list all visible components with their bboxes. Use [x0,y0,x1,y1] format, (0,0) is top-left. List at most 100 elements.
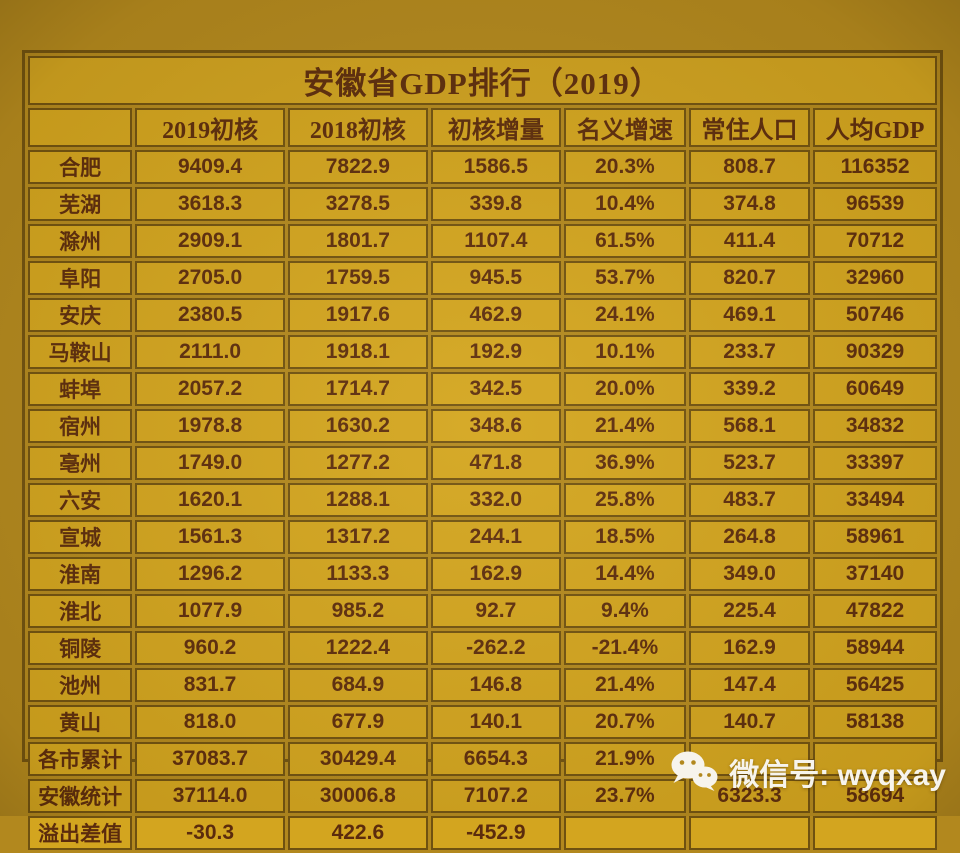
table-row: 各市累计 37083.7 30429.4 6654.3 21.9% [28,742,937,776]
table-cell: 677.9 [287,705,428,739]
table-cell: 1288.1 [287,483,428,517]
table-cell: 53.7% [563,261,686,295]
table-cell: 332.0 [430,483,561,517]
table-cell: 1077.9 [135,594,285,628]
table-cell: 18.5% [563,520,686,554]
table-cell: 471.8 [430,446,561,480]
table-cell [813,742,937,776]
table-cell: 25.8% [563,483,686,517]
column-header-2019: 2019初核 [135,108,285,147]
table-row: 六安 1620.1 1288.1 332.0 25.8% 483.7 33494 [28,483,937,517]
table-cell: 820.7 [688,261,811,295]
table-cell [813,816,937,850]
table-cell: 1801.7 [287,224,428,258]
table-cell: 3618.3 [135,187,285,221]
table-cell: 1620.1 [135,483,285,517]
table-cell: 422.6 [287,816,428,850]
table-cell: 1917.6 [287,298,428,332]
table-cell: 10.1% [563,335,686,369]
table-cell: 23.7% [563,779,686,813]
table-cell: 芜湖 [28,187,133,221]
column-header-population: 常住人口 [688,108,811,147]
table-cell: 21.4% [563,409,686,443]
table-cell: 2909.1 [135,224,285,258]
table-cell: 523.7 [688,446,811,480]
table-cell: 34832 [813,409,937,443]
column-header-2018: 2018初核 [287,108,428,147]
table-cell: 36.9% [563,446,686,480]
table-row: 马鞍山 2111.0 1918.1 192.9 10.1% 233.7 90329 [28,335,937,369]
table-cell: 342.5 [430,372,561,406]
table-cell: 9409.4 [135,150,285,184]
table-cell: 92.7 [430,594,561,628]
table-cell: 47822 [813,594,937,628]
table-cell: 32960 [813,261,937,295]
table-cell: 33397 [813,446,937,480]
wechat-icon [671,751,718,791]
table-cell: 808.7 [688,150,811,184]
table-cell: 960.2 [135,631,285,665]
table-cell: 58138 [813,705,937,739]
column-header-growth: 名义增速 [563,108,686,147]
table-cell: 21.9% [563,742,686,776]
table-cell: 411.4 [688,224,811,258]
table-cell: 淮北 [28,594,133,628]
table-cell [563,816,686,850]
table-cell: 1107.4 [430,224,561,258]
column-header-percapita: 人均GDP [813,108,937,147]
table-cell: 2111.0 [135,335,285,369]
table-cell: 568.1 [688,409,811,443]
table-cell: 1317.2 [287,520,428,554]
table-cell: 1296.2 [135,557,285,591]
table-cell: 1978.8 [135,409,285,443]
watermark-label: 微信号: wyqxay [729,759,946,792]
table-cell: 192.9 [430,335,561,369]
table-cell: 宿州 [28,409,133,443]
table-cell: 58944 [813,631,937,665]
table-cell: 1561.3 [135,520,285,554]
table-cell: 7107.2 [430,779,561,813]
table-cell: 合肥 [28,150,133,184]
table-row: 宿州 1978.8 1630.2 348.6 21.4% 568.1 34832 [28,409,937,443]
table-row: 蚌埠 2057.2 1714.7 342.5 20.0% 339.2 60649 [28,372,937,406]
table-cell: 池州 [28,668,133,702]
table-cell: 安徽统计 [28,779,133,813]
table-cell: 各市累计 [28,742,133,776]
table-row: 黄山 818.0 677.9 140.1 20.7% 140.7 58138 [28,705,937,739]
table-cell: 985.2 [287,594,428,628]
table-cell: 483.7 [688,483,811,517]
table-cell: 24.1% [563,298,686,332]
table-cell: 1630.2 [287,409,428,443]
table-row: 滁州 2909.1 1801.7 1107.4 61.5% 411.4 70712 [28,224,937,258]
table-cell: 469.1 [688,298,811,332]
table-cell: 安庆 [28,298,133,332]
table-cell: 2057.2 [135,372,285,406]
table-cell: -21.4% [563,631,686,665]
table-cell: 20.7% [563,705,686,739]
table-cell: 818.0 [135,705,285,739]
table-cell: 亳州 [28,446,133,480]
table-cell: 7822.9 [287,150,428,184]
table-cell: 225.4 [688,594,811,628]
table-cell: 264.8 [688,520,811,554]
table-cell: 1277.2 [287,446,428,480]
column-header-delta: 初核增量 [430,108,561,147]
table-cell: 2380.5 [135,298,285,332]
table-cell: 1714.7 [287,372,428,406]
table-cell: 945.5 [430,261,561,295]
table-cell: 684.9 [287,668,428,702]
table-cell: 10.4% [563,187,686,221]
table-cell: 56425 [813,668,937,702]
table-cell: 348.6 [430,409,561,443]
table-cell [688,816,811,850]
table-cell: 339.8 [430,187,561,221]
table-cell: 116352 [813,150,937,184]
table-cell: 50746 [813,298,937,332]
table-row: 池州 831.7 684.9 146.8 21.4% 147.4 56425 [28,668,937,702]
table-cell: 9.4% [563,594,686,628]
table-cell: 147.4 [688,668,811,702]
table-cell: 1133.3 [287,557,428,591]
table-cell: 140.1 [430,705,561,739]
table-cell: 831.7 [135,668,285,702]
table-row: 合肥 9409.4 7822.9 1586.5 20.3% 808.7 116352 [28,150,937,184]
